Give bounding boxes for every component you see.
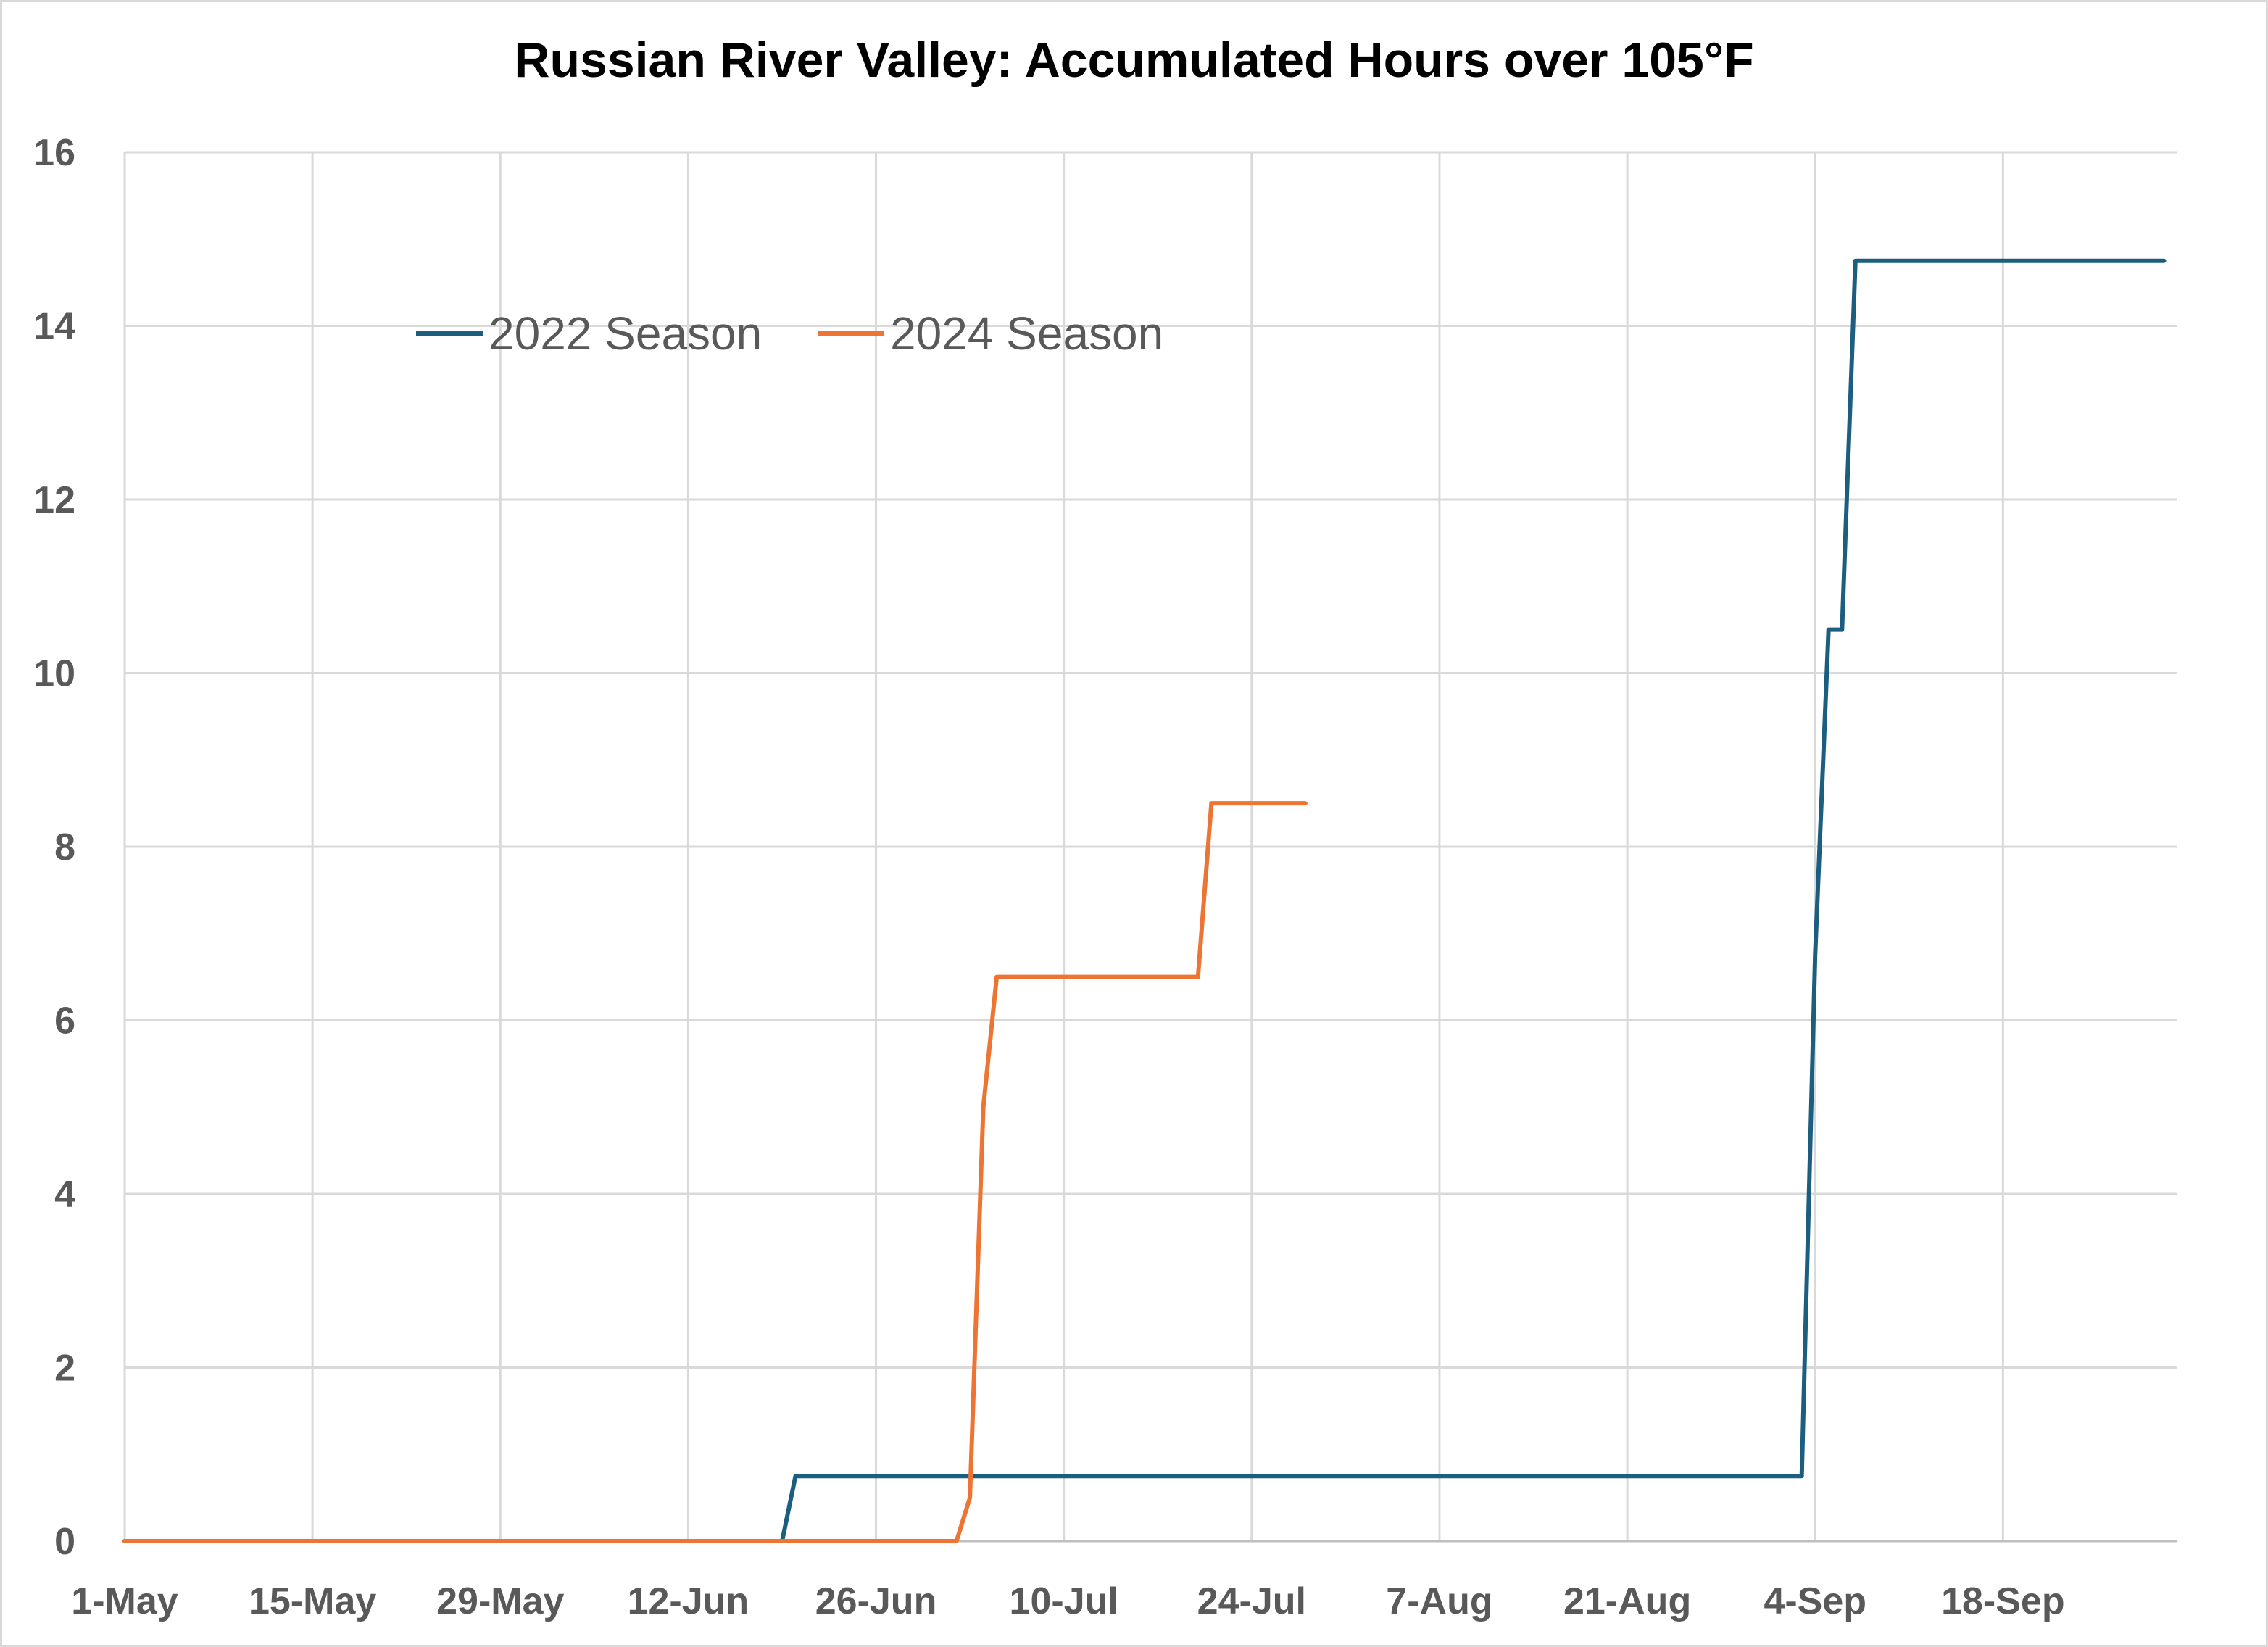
y-tick-label: 10 (33, 653, 75, 695)
chart-title: Russian River Valley: Accumulated Hours … (514, 33, 1754, 88)
y-tick-label: 8 (54, 826, 75, 868)
x-tick-label: 26-Jun (815, 1580, 937, 1622)
y-tick-label: 16 (33, 132, 75, 174)
x-tick-label: 12-Jun (628, 1580, 749, 1622)
y-tick-label: 2 (54, 1348, 75, 1390)
y-axis-tick-labels: 0 2 4 6 8 10 12 14 16 (33, 132, 75, 1563)
x-tick-label: 1-May (71, 1580, 178, 1622)
legend-label-2: 2024 Season (890, 307, 1163, 360)
y-tick-label: 6 (54, 1000, 75, 1042)
x-axis-tick-labels: 1-May 15-May 29-May 12-Jun 26-Jun 10-Jul 24-Ju… (71, 1580, 2064, 1622)
x-tick-label: 4-Sep (1764, 1580, 1866, 1622)
x-tick-label: 15-May (249, 1580, 376, 1622)
x-tick-label: 10-Jul (1010, 1580, 1118, 1622)
series-lines (122, 258, 2167, 1543)
x-tick-label: 24-Jul (1197, 1580, 1306, 1622)
series-line-1 (122, 258, 2167, 1543)
y-tick-label: 12 (33, 479, 75, 521)
x-tick-label: 29-May (436, 1580, 564, 1622)
y-tick-label: 4 (54, 1174, 75, 1216)
y-tick-label: 0 (54, 1521, 75, 1563)
x-tick-label: 18-Sep (1941, 1580, 2065, 1622)
x-tick-label: 7-Aug (1386, 1580, 1492, 1622)
legend-label-1: 2022 Season (489, 307, 762, 360)
legend: 2022 Season 2024 Season (416, 307, 1163, 360)
gridlines (123, 151, 2177, 1541)
x-tick-label: 21-Aug (1563, 1580, 1691, 1622)
y-tick-label: 14 (33, 306, 75, 348)
series-line-2 (122, 801, 1308, 1543)
